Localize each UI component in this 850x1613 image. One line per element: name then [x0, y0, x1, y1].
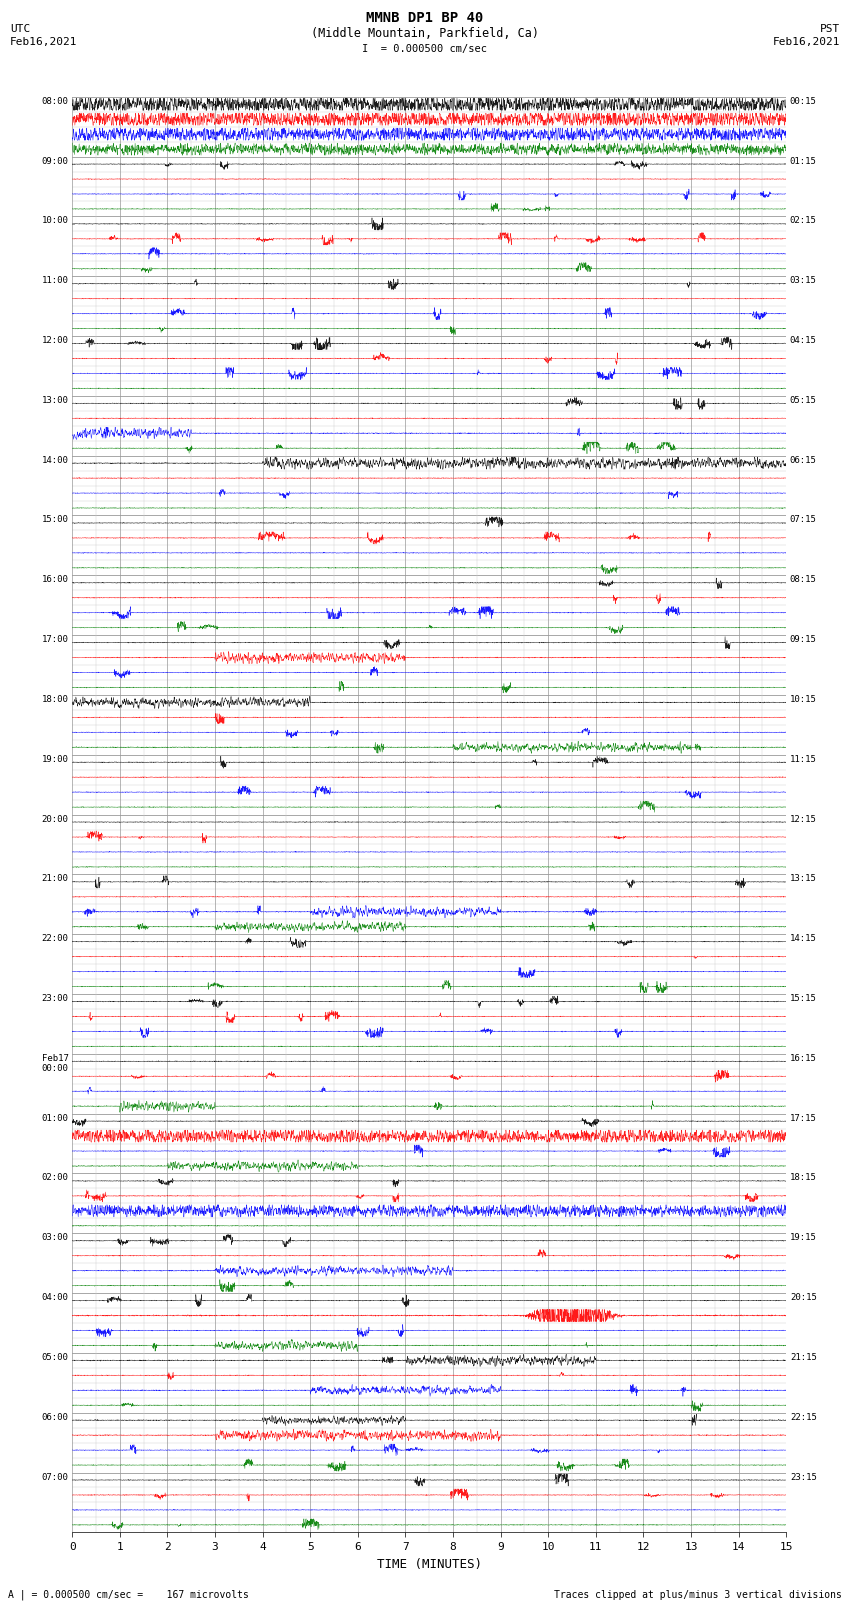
Text: 16:15: 16:15	[790, 1053, 817, 1063]
Text: 16:00: 16:00	[42, 576, 69, 584]
Text: MMNB DP1 BP 40: MMNB DP1 BP 40	[366, 11, 484, 26]
Text: A | = 0.000500 cm/sec =    167 microvolts: A | = 0.000500 cm/sec = 167 microvolts	[8, 1589, 249, 1600]
Text: 20:00: 20:00	[42, 815, 69, 824]
Text: 03:15: 03:15	[790, 276, 817, 286]
Text: 13:15: 13:15	[790, 874, 817, 884]
Text: 09:15: 09:15	[790, 636, 817, 644]
Text: 13:00: 13:00	[42, 395, 69, 405]
Text: 02:15: 02:15	[790, 216, 817, 226]
Text: 12:00: 12:00	[42, 336, 69, 345]
Text: (Middle Mountain, Parkfield, Ca): (Middle Mountain, Parkfield, Ca)	[311, 27, 539, 40]
Text: 15:15: 15:15	[790, 994, 817, 1003]
Text: 00:15: 00:15	[790, 97, 817, 106]
Text: 01:15: 01:15	[790, 156, 817, 166]
Text: Feb16,2021: Feb16,2021	[10, 37, 77, 47]
Text: 10:15: 10:15	[790, 695, 817, 703]
Text: 05:15: 05:15	[790, 395, 817, 405]
Text: 18:00: 18:00	[42, 695, 69, 703]
Text: 14:00: 14:00	[42, 455, 69, 465]
Text: 11:15: 11:15	[790, 755, 817, 763]
Text: 12:15: 12:15	[790, 815, 817, 824]
Text: 08:00: 08:00	[42, 97, 69, 106]
Text: 23:00: 23:00	[42, 994, 69, 1003]
Text: 17:00: 17:00	[42, 636, 69, 644]
Text: 06:00: 06:00	[42, 1413, 69, 1421]
Text: 21:00: 21:00	[42, 874, 69, 884]
Text: 03:00: 03:00	[42, 1234, 69, 1242]
Text: 23:15: 23:15	[790, 1473, 817, 1481]
X-axis label: TIME (MINUTES): TIME (MINUTES)	[377, 1558, 482, 1571]
Text: I  = 0.000500 cm/sec: I = 0.000500 cm/sec	[362, 44, 488, 53]
Text: 02:00: 02:00	[42, 1174, 69, 1182]
Text: 18:15: 18:15	[790, 1174, 817, 1182]
Text: 09:00: 09:00	[42, 156, 69, 166]
Text: 06:15: 06:15	[790, 455, 817, 465]
Text: 10:00: 10:00	[42, 216, 69, 226]
Text: 04:15: 04:15	[790, 336, 817, 345]
Text: 20:15: 20:15	[790, 1294, 817, 1302]
Text: 08:15: 08:15	[790, 576, 817, 584]
Text: Traces clipped at plus/minus 3 vertical divisions: Traces clipped at plus/minus 3 vertical …	[553, 1590, 842, 1600]
Text: 17:15: 17:15	[790, 1113, 817, 1123]
Text: 22:00: 22:00	[42, 934, 69, 944]
Text: 19:15: 19:15	[790, 1234, 817, 1242]
Text: Feb17
00:00: Feb17 00:00	[42, 1053, 69, 1073]
Text: 19:00: 19:00	[42, 755, 69, 763]
Text: 21:15: 21:15	[790, 1353, 817, 1361]
Text: 22:15: 22:15	[790, 1413, 817, 1421]
Text: PST: PST	[819, 24, 840, 34]
Text: 04:00: 04:00	[42, 1294, 69, 1302]
Text: 15:00: 15:00	[42, 516, 69, 524]
Text: 05:00: 05:00	[42, 1353, 69, 1361]
Text: 07:15: 07:15	[790, 516, 817, 524]
Text: UTC: UTC	[10, 24, 31, 34]
Text: 01:00: 01:00	[42, 1113, 69, 1123]
Text: Feb16,2021: Feb16,2021	[773, 37, 840, 47]
Text: 07:00: 07:00	[42, 1473, 69, 1481]
Text: 11:00: 11:00	[42, 276, 69, 286]
Text: 14:15: 14:15	[790, 934, 817, 944]
